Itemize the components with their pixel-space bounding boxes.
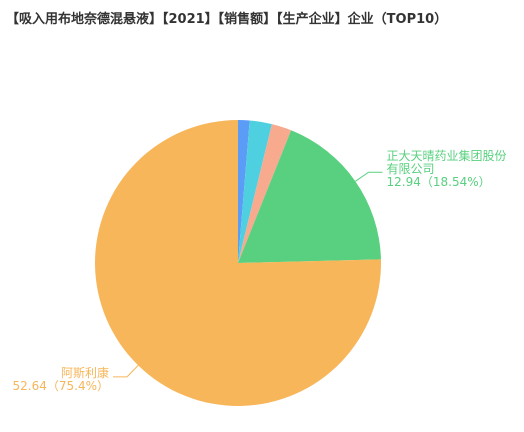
slice-name: 阿斯利康 xyxy=(61,365,110,380)
pie-slice xyxy=(238,120,250,263)
slice-value: 52.64（75.4%） xyxy=(12,378,110,393)
label-line xyxy=(113,365,139,378)
pie-slice xyxy=(95,120,382,406)
chart-title: 【吸入用布地奈德混悬液】【2021】【销售额】【生产企业】企业（TOP10） xyxy=(6,12,448,27)
pie-slice xyxy=(238,130,381,263)
slice-value: 12.94（18.54%） xyxy=(386,175,491,190)
slice-label: 阿斯利康 52.64（75.4%） xyxy=(0,365,110,393)
pie-slice xyxy=(238,120,272,263)
slice-name: 正大天晴药业集团股份有限公司 xyxy=(386,149,507,177)
label-line xyxy=(355,171,383,182)
pie-slice xyxy=(238,124,292,263)
slice-label: 正大天晴药业集团股份有限公司 12.94（18.54%） xyxy=(387,150,511,189)
